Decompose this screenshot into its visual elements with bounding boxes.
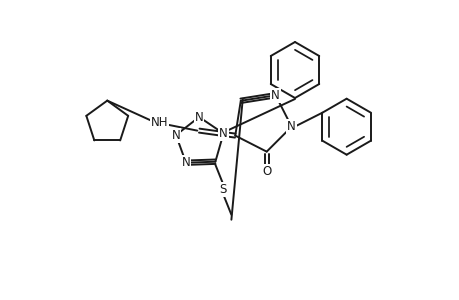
Text: N: N [171, 129, 180, 142]
Text: N: N [286, 120, 295, 133]
Text: O: O [262, 165, 271, 178]
Text: NH: NH [150, 116, 168, 129]
Text: N: N [194, 110, 203, 124]
Text: S: S [219, 183, 227, 196]
Text: N: N [271, 89, 280, 102]
Text: N: N [218, 127, 227, 140]
Text: N: N [181, 156, 190, 169]
